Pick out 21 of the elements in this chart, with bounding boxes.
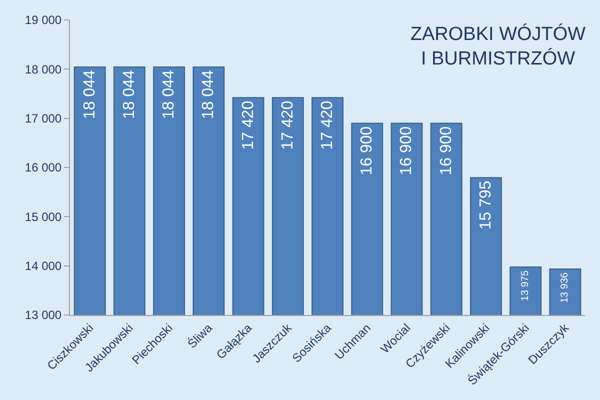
data-label: 17 420 — [319, 100, 336, 150]
data-label: 13 975 — [520, 270, 532, 302]
data-label: 15 795 — [477, 180, 494, 230]
text: ZAROBKI WÓJTÓW I BURMISTRZÓW — [410, 23, 586, 70]
data-label: 18 044 — [81, 70, 98, 120]
y-tick-label: 15 000 — [24, 210, 62, 224]
y-tick-label: 13 000 — [24, 308, 62, 322]
data-label: 16 900 — [358, 126, 376, 176]
data-label: 18 044 — [200, 70, 218, 120]
y-tick-label: 14 000 — [24, 259, 62, 274]
data-label: 18 044 — [120, 70, 138, 120]
data-label: 16 900 — [438, 126, 455, 176]
data-label: 18 044 — [160, 70, 178, 120]
data-label: 13 936 — [560, 272, 571, 304]
y-tick-label: 17 000 — [24, 112, 62, 126]
data-label: 17 420 — [240, 100, 257, 150]
data-label: 16 900 — [398, 126, 416, 176]
y-tick-label: 16 000 — [24, 160, 62, 175]
y-tick-label: 18 000 — [24, 62, 62, 76]
y-tick-label: 19 000 — [24, 13, 62, 28]
data-label: 17 420 — [279, 100, 296, 150]
